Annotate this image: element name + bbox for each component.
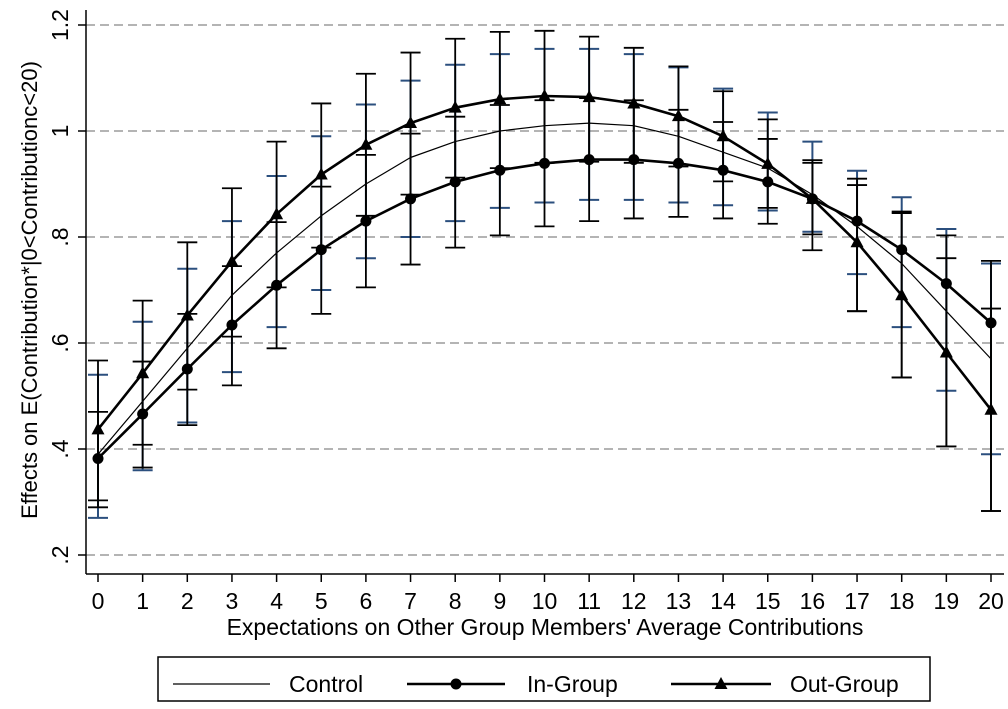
point-in-group bbox=[628, 154, 640, 166]
point-out-group bbox=[805, 191, 819, 204]
x-tick-label: 20 bbox=[978, 588, 1004, 614]
point-out-group bbox=[850, 235, 864, 248]
point-in-group bbox=[226, 319, 238, 331]
point-in-group bbox=[851, 215, 863, 227]
y-tick-label: .2 bbox=[47, 545, 73, 564]
point-out-group bbox=[939, 345, 953, 358]
point-out-group bbox=[404, 116, 418, 129]
legend-box bbox=[157, 656, 931, 702]
x-tick-label: 9 bbox=[493, 588, 506, 614]
x-tick-label: 12 bbox=[621, 588, 647, 614]
point-in-group bbox=[583, 154, 595, 166]
point-in-group bbox=[494, 164, 506, 176]
legend-label: Out-Group bbox=[790, 671, 899, 697]
y-tick-label: .4 bbox=[47, 439, 73, 458]
point-out-group bbox=[448, 100, 462, 113]
x-tick-label: 15 bbox=[755, 588, 781, 614]
series-line-control bbox=[97, 122, 992, 455]
point-out-group bbox=[180, 308, 194, 321]
x-tick-label: 14 bbox=[710, 588, 736, 614]
axes bbox=[78, 10, 1004, 582]
point-out-group bbox=[493, 92, 507, 105]
point-in-group bbox=[717, 164, 729, 176]
x-axis-label: Expectations on Other Group Members' Ave… bbox=[227, 614, 864, 640]
y-tick-label: .8 bbox=[47, 227, 73, 246]
x-tick-label: 1 bbox=[136, 588, 149, 614]
x-tick-label: 19 bbox=[934, 588, 960, 614]
point-out-group bbox=[538, 89, 551, 102]
y-tick-label: 1 bbox=[47, 125, 73, 138]
y-tick-label: 1.2 bbox=[47, 9, 73, 41]
legend-label: Control bbox=[289, 671, 363, 697]
point-out-group bbox=[895, 288, 909, 301]
point-out-group bbox=[582, 90, 596, 103]
point-in-group bbox=[896, 244, 908, 256]
point-in-group bbox=[315, 244, 327, 256]
point-in-group bbox=[985, 317, 997, 329]
x-tick-label: 16 bbox=[800, 588, 826, 614]
x-tick-label: 13 bbox=[666, 588, 692, 614]
point-out-group bbox=[136, 366, 150, 379]
point-out-group bbox=[761, 156, 775, 169]
x-tick-label: 5 bbox=[315, 588, 328, 614]
point-in-group bbox=[360, 215, 372, 227]
series-markers bbox=[91, 89, 998, 465]
tick-labels: .2.4.6.811.20 1 2 3 4 5 6 7 8 9 10 11 12 13 14 15 16 17 18… bbox=[47, 9, 1004, 614]
legend-marker-circle bbox=[450, 678, 462, 690]
point-out-group bbox=[91, 422, 105, 435]
point-in-group bbox=[405, 193, 417, 205]
legend-item-control: Control bbox=[173, 671, 363, 697]
point-in-group bbox=[762, 176, 774, 188]
point-out-group bbox=[314, 167, 328, 180]
point-out-group bbox=[270, 207, 284, 220]
confidence-intervals bbox=[88, 29, 1001, 519]
point-in-group bbox=[672, 157, 684, 169]
point-out-group bbox=[627, 96, 641, 109]
x-tick-label: 10 bbox=[532, 588, 558, 614]
x-tick-label: 4 bbox=[270, 588, 283, 614]
point-out-group bbox=[359, 137, 373, 150]
x-tick-label: 7 bbox=[404, 588, 417, 614]
legend-item-in-group: In-Group bbox=[407, 671, 618, 697]
legend-label: In-Group bbox=[527, 671, 618, 697]
x-tick-label: 3 bbox=[226, 588, 239, 614]
point-in-group bbox=[539, 157, 550, 169]
x-tick-label: 18 bbox=[889, 588, 915, 614]
x-tick-label: 8 bbox=[449, 588, 462, 614]
x-tick-label: 17 bbox=[844, 588, 870, 614]
legend-item-out-group: Out-Group bbox=[671, 671, 899, 697]
point-in-group bbox=[940, 278, 952, 290]
x-tick-label: 11 bbox=[577, 588, 601, 614]
legend-marker-triangle bbox=[714, 677, 728, 689]
x-tick-label: 0 bbox=[92, 588, 105, 614]
legend: Control In-Group Out-Group bbox=[157, 656, 931, 702]
y-axis-label: Effects on E(Contribution*|0<Contributio… bbox=[17, 61, 42, 519]
point-in-group bbox=[92, 453, 104, 465]
point-in-group bbox=[271, 279, 283, 291]
y-tick-label: .6 bbox=[47, 333, 73, 352]
point-out-group bbox=[716, 129, 730, 142]
point-in-group bbox=[449, 176, 461, 188]
point-out-group bbox=[671, 109, 685, 122]
point-in-group bbox=[181, 363, 193, 375]
point-in-group bbox=[137, 408, 149, 420]
x-tick-label: 2 bbox=[181, 588, 194, 614]
point-out-group bbox=[225, 254, 239, 267]
point-out-group bbox=[984, 402, 998, 415]
x-tick-label: 6 bbox=[360, 588, 373, 614]
